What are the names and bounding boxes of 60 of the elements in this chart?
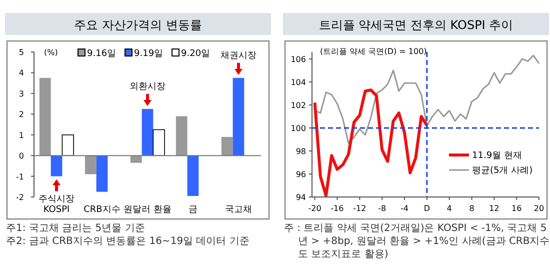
bar: [130, 156, 142, 163]
x-tick-label: CRB지수: [84, 205, 120, 215]
x-tick-label: 국고채: [224, 205, 252, 215]
legend-label: 11.9월 현재: [472, 151, 522, 161]
x-tick-label: 12: [489, 204, 500, 213]
y-tick-label: 96: [296, 170, 306, 179]
y-tick-label: 100: [290, 124, 306, 133]
text: 주1: 국고채 금리는 5년물 기준: [6, 222, 146, 235]
y-tick-label: 1: [18, 130, 24, 140]
bar: [142, 108, 154, 156]
bar: [176, 116, 188, 156]
y-tick-label: 104: [290, 78, 306, 87]
line-series: [314, 54, 540, 144]
x-tick-label: 20: [534, 204, 544, 213]
x-tick-label: 8: [469, 204, 474, 213]
annotation: 채권시장: [220, 50, 256, 61]
x-tick-label: -4: [400, 204, 408, 213]
chart-title: 주요 자산가격의 변동률: [74, 18, 202, 32]
text: 주2: 금과 CRB지수의 변동률은 16~19일 데이터 기준: [6, 235, 250, 248]
y-tick-label: 5: [18, 48, 24, 57]
legend-label: 9.20일: [181, 49, 210, 59]
y-axis-title: (%): [44, 48, 58, 57]
x-tick-label: 금: [188, 205, 198, 215]
bar: [232, 78, 244, 156]
bar: [96, 156, 108, 192]
x-tick-label: -8: [378, 204, 386, 213]
legend-label: 9.16일: [87, 49, 116, 59]
x-tick-label: -20: [308, 204, 322, 213]
y-tick-label: 0: [18, 152, 24, 161]
y-axis-title: (트리플 약세 국면(D) = 100): [320, 47, 427, 56]
y-tick-label: 102: [290, 100, 306, 110]
y-tick-label: 98: [296, 146, 306, 156]
y-tick-label: -2: [16, 193, 24, 202]
legend-label: 평균(5개 사례): [472, 166, 533, 176]
y-tick-label: 94: [296, 193, 306, 202]
bar: [62, 134, 74, 156]
chart-title: 트리플 약세국면 전후의 KOSPI 추이: [318, 18, 514, 32]
bar: [187, 156, 199, 196]
y-tick-label: 4: [18, 68, 24, 78]
x-tick-label: 16: [511, 204, 522, 213]
annotation: 외환시장: [130, 82, 166, 92]
bar: [221, 136, 233, 156]
annotation: 주식시장: [38, 194, 75, 204]
text: 주 : 트리플 약세 국면(2거래일)은 KOSPI < -1%, 국고채 5년 > +8bp, 원달러 환율 > +1%인 사례(금과 CRB지수도 보조지표로 활용): [284, 222, 550, 261]
y-tick-label: 2: [18, 110, 24, 120]
bar: [39, 78, 51, 156]
x-tick-label: 원달러 환율: [124, 205, 172, 215]
x-tick-label: KOSPI: [43, 205, 70, 215]
bar: [152, 129, 165, 156]
y-tick-label: 106: [290, 54, 306, 64]
y-tick-label: 3: [18, 89, 24, 98]
bar: [84, 156, 96, 174]
x-tick-label: 4: [446, 204, 452, 213]
x-tick-label: -12: [353, 204, 366, 213]
x-tick-label: D: [424, 204, 430, 213]
bar: [50, 156, 62, 176]
x-tick-label: -16: [330, 204, 344, 213]
y-tick-label: -1: [16, 172, 24, 182]
legend-label: 9.19일: [134, 49, 164, 59]
line-series: [313, 88, 428, 198]
